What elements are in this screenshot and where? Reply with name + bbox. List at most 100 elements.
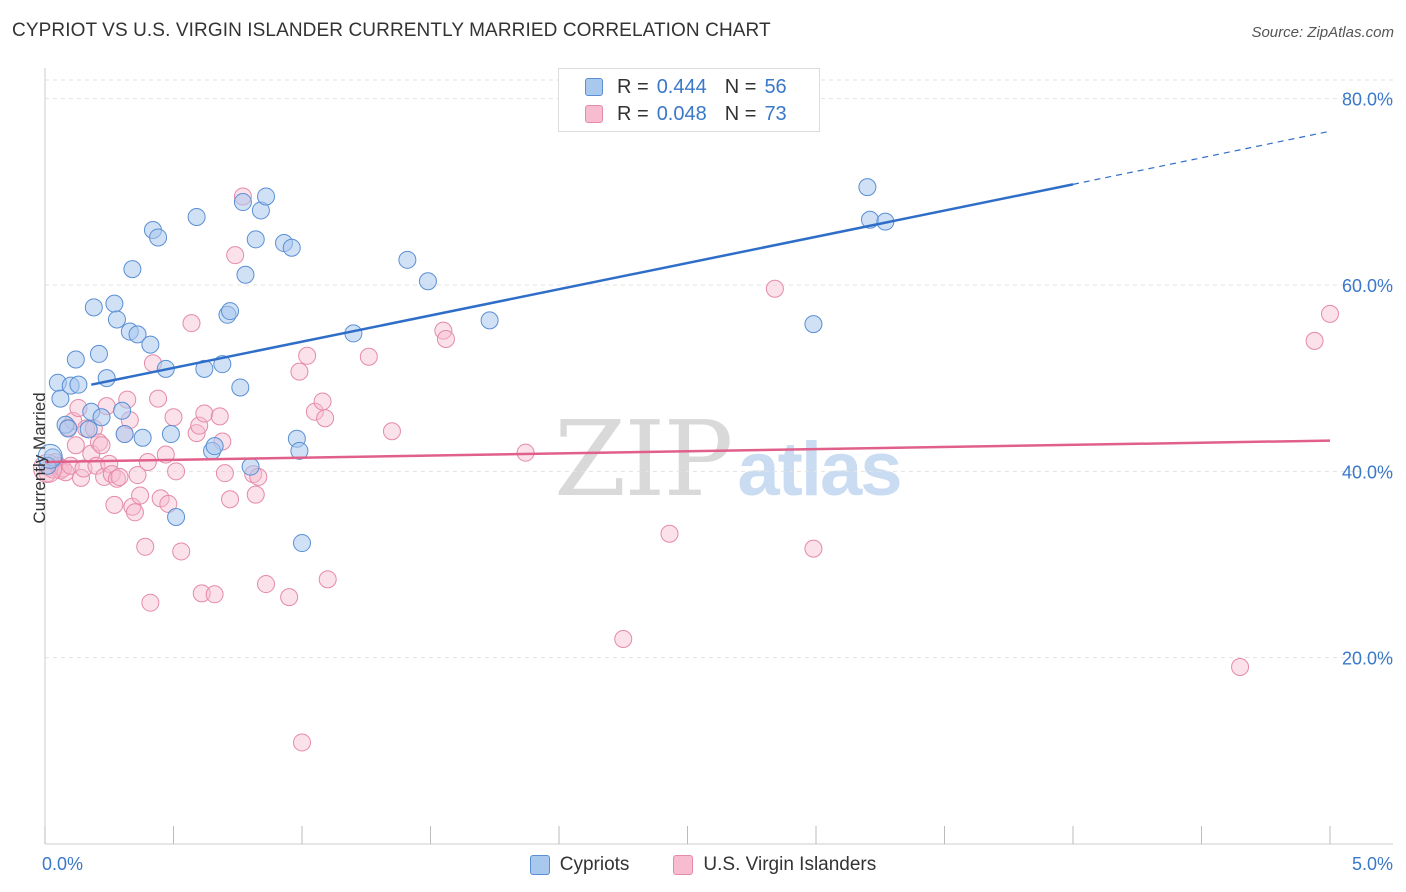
data-point-virgin-islanders <box>257 575 276 594</box>
data-point-virgin-islanders <box>246 485 265 504</box>
legend-item-cypriots: Cypriots <box>529 854 629 876</box>
cypriots-points <box>37 178 895 553</box>
x-tick-label: 0.0% <box>42 854 83 874</box>
data-point-cypriots <box>290 441 309 460</box>
data-point-virgin-islanders <box>804 539 823 558</box>
watermark: ZIPatlas <box>554 398 903 520</box>
data-point-cypriots <box>123 260 142 279</box>
data-point-virgin-islanders <box>280 588 299 607</box>
data-point-cypriots <box>804 315 823 334</box>
data-point-virgin-islanders <box>293 733 311 752</box>
data-point-virgin-islanders <box>614 630 633 649</box>
data-point-cypriots <box>480 311 499 330</box>
data-point-virgin-islanders <box>660 524 679 543</box>
n-value: 73 <box>764 102 787 125</box>
data-point-virgin-islanders <box>192 584 211 603</box>
data-point-virgin-islanders <box>167 462 186 481</box>
chart-title: CYPRIOT VS U.S. VIRGIN ISLANDER CURRENTL… <box>12 20 771 41</box>
data-point-cypriots <box>205 437 224 456</box>
data-point-cypriots <box>231 378 250 397</box>
data-point-virgin-islanders <box>125 503 144 522</box>
tick-labels: 20.0% 40.0% 60.0% 80.0% 0.0% 5.0% <box>42 90 1393 874</box>
legend-label-virgin-islanders: U.S. Virgin Islanders <box>703 854 877 875</box>
data-point-virgin-islanders <box>313 392 332 411</box>
legend-swatch-cypriots <box>585 78 603 96</box>
data-point-cypriots <box>236 265 255 284</box>
data-point-virgin-islanders <box>210 407 229 426</box>
r-label: R = <box>617 102 649 125</box>
data-point-cypriots <box>398 250 417 269</box>
data-point-cypriots <box>69 375 88 394</box>
trend-line-cypriots-extension <box>1072 130 1331 185</box>
data-point-cypriots <box>149 228 168 247</box>
data-point-virgin-islanders <box>305 402 324 421</box>
watermark-zip: ZIP <box>554 398 733 520</box>
data-point-cypriots <box>221 302 240 321</box>
data-point-virgin-islanders <box>66 436 85 455</box>
data-point-virgin-islanders <box>215 464 234 483</box>
data-point-virgin-islanders <box>131 486 150 505</box>
axes <box>44 68 1393 845</box>
data-point-virgin-islanders <box>195 404 214 423</box>
data-point-virgin-islanders <box>172 542 191 561</box>
data-point-virgin-islanders <box>205 585 224 604</box>
data-point-cypriots <box>59 419 78 438</box>
data-point-virgin-islanders <box>89 433 108 452</box>
data-point-virgin-islanders <box>226 246 245 265</box>
data-point-virgin-islanders <box>1231 657 1250 676</box>
data-point-virgin-islanders <box>190 416 209 435</box>
legend-swatch-cypriots <box>529 855 550 875</box>
data-point-cypriots <box>241 457 260 476</box>
trend-lines <box>44 130 1331 464</box>
n-label: N = <box>724 102 757 125</box>
data-point-cypriots <box>113 401 132 420</box>
data-point-cypriots <box>246 230 265 249</box>
data-point-cypriots <box>161 425 180 444</box>
y-tick-label: 20.0% <box>1342 649 1393 669</box>
data-point-cypriots <box>51 389 70 408</box>
data-point-cypriots <box>107 310 126 329</box>
y-tick-label: 80.0% <box>1342 90 1393 110</box>
stats-legend-row-virgin-islanders: R = 0.048 N = 73 <box>585 102 787 126</box>
trend-line-virgin-islanders <box>44 439 1331 464</box>
data-point-cypriots <box>92 408 111 427</box>
legend-item-virgin-islanders: U.S. Virgin Islanders <box>673 854 876 876</box>
data-point-virgin-islanders <box>128 466 147 485</box>
data-point-cypriots <box>97 369 116 388</box>
data-point-virgin-islanders <box>1305 331 1324 350</box>
x-tick-label: 5.0% <box>1352 854 1393 874</box>
data-point-virgin-islanders <box>164 408 183 427</box>
stats-legend: R = 0.444 N = 56 R = 0.048 N = 73 <box>558 68 820 132</box>
data-point-virgin-islanders <box>138 453 157 471</box>
y-tick-label: 60.0% <box>1342 276 1393 296</box>
data-point-cypriots <box>89 344 108 363</box>
r-value: 0.048 <box>656 102 707 125</box>
data-point-virgin-islanders <box>1321 304 1339 323</box>
series-legend: Cypriots U.S. Virgin Islanders <box>0 852 1406 878</box>
data-point-cypriots <box>167 507 186 526</box>
data-point-virgin-islanders <box>182 314 201 333</box>
data-point-virgin-islanders <box>187 424 206 443</box>
data-point-virgin-islanders <box>318 570 337 589</box>
data-point-virgin-islanders <box>221 490 240 509</box>
n-label: N = <box>724 75 757 98</box>
data-point-cypriots <box>66 350 85 369</box>
data-point-cypriots <box>858 178 877 197</box>
source-label: Source: ZipAtlas.com <box>1251 24 1394 41</box>
data-point-cypriots <box>133 428 152 447</box>
r-value: 0.444 <box>656 75 707 98</box>
r-label: R = <box>617 75 649 98</box>
data-point-cypriots <box>105 294 124 313</box>
data-point-cypriots <box>79 420 98 439</box>
data-point-virgin-islanders <box>382 422 401 441</box>
data-point-virgin-islanders <box>765 279 784 298</box>
data-point-cypriots <box>187 207 206 226</box>
data-point-cypriots <box>282 238 301 257</box>
data-point-virgin-islanders <box>298 346 317 365</box>
trend-line-cypriots <box>91 183 1074 386</box>
y-tick-label: 40.0% <box>1342 462 1393 482</box>
data-point-virgin-islanders <box>110 467 129 486</box>
legend-swatch-virgin-islanders <box>673 855 694 875</box>
data-point-virgin-islanders <box>92 436 111 455</box>
